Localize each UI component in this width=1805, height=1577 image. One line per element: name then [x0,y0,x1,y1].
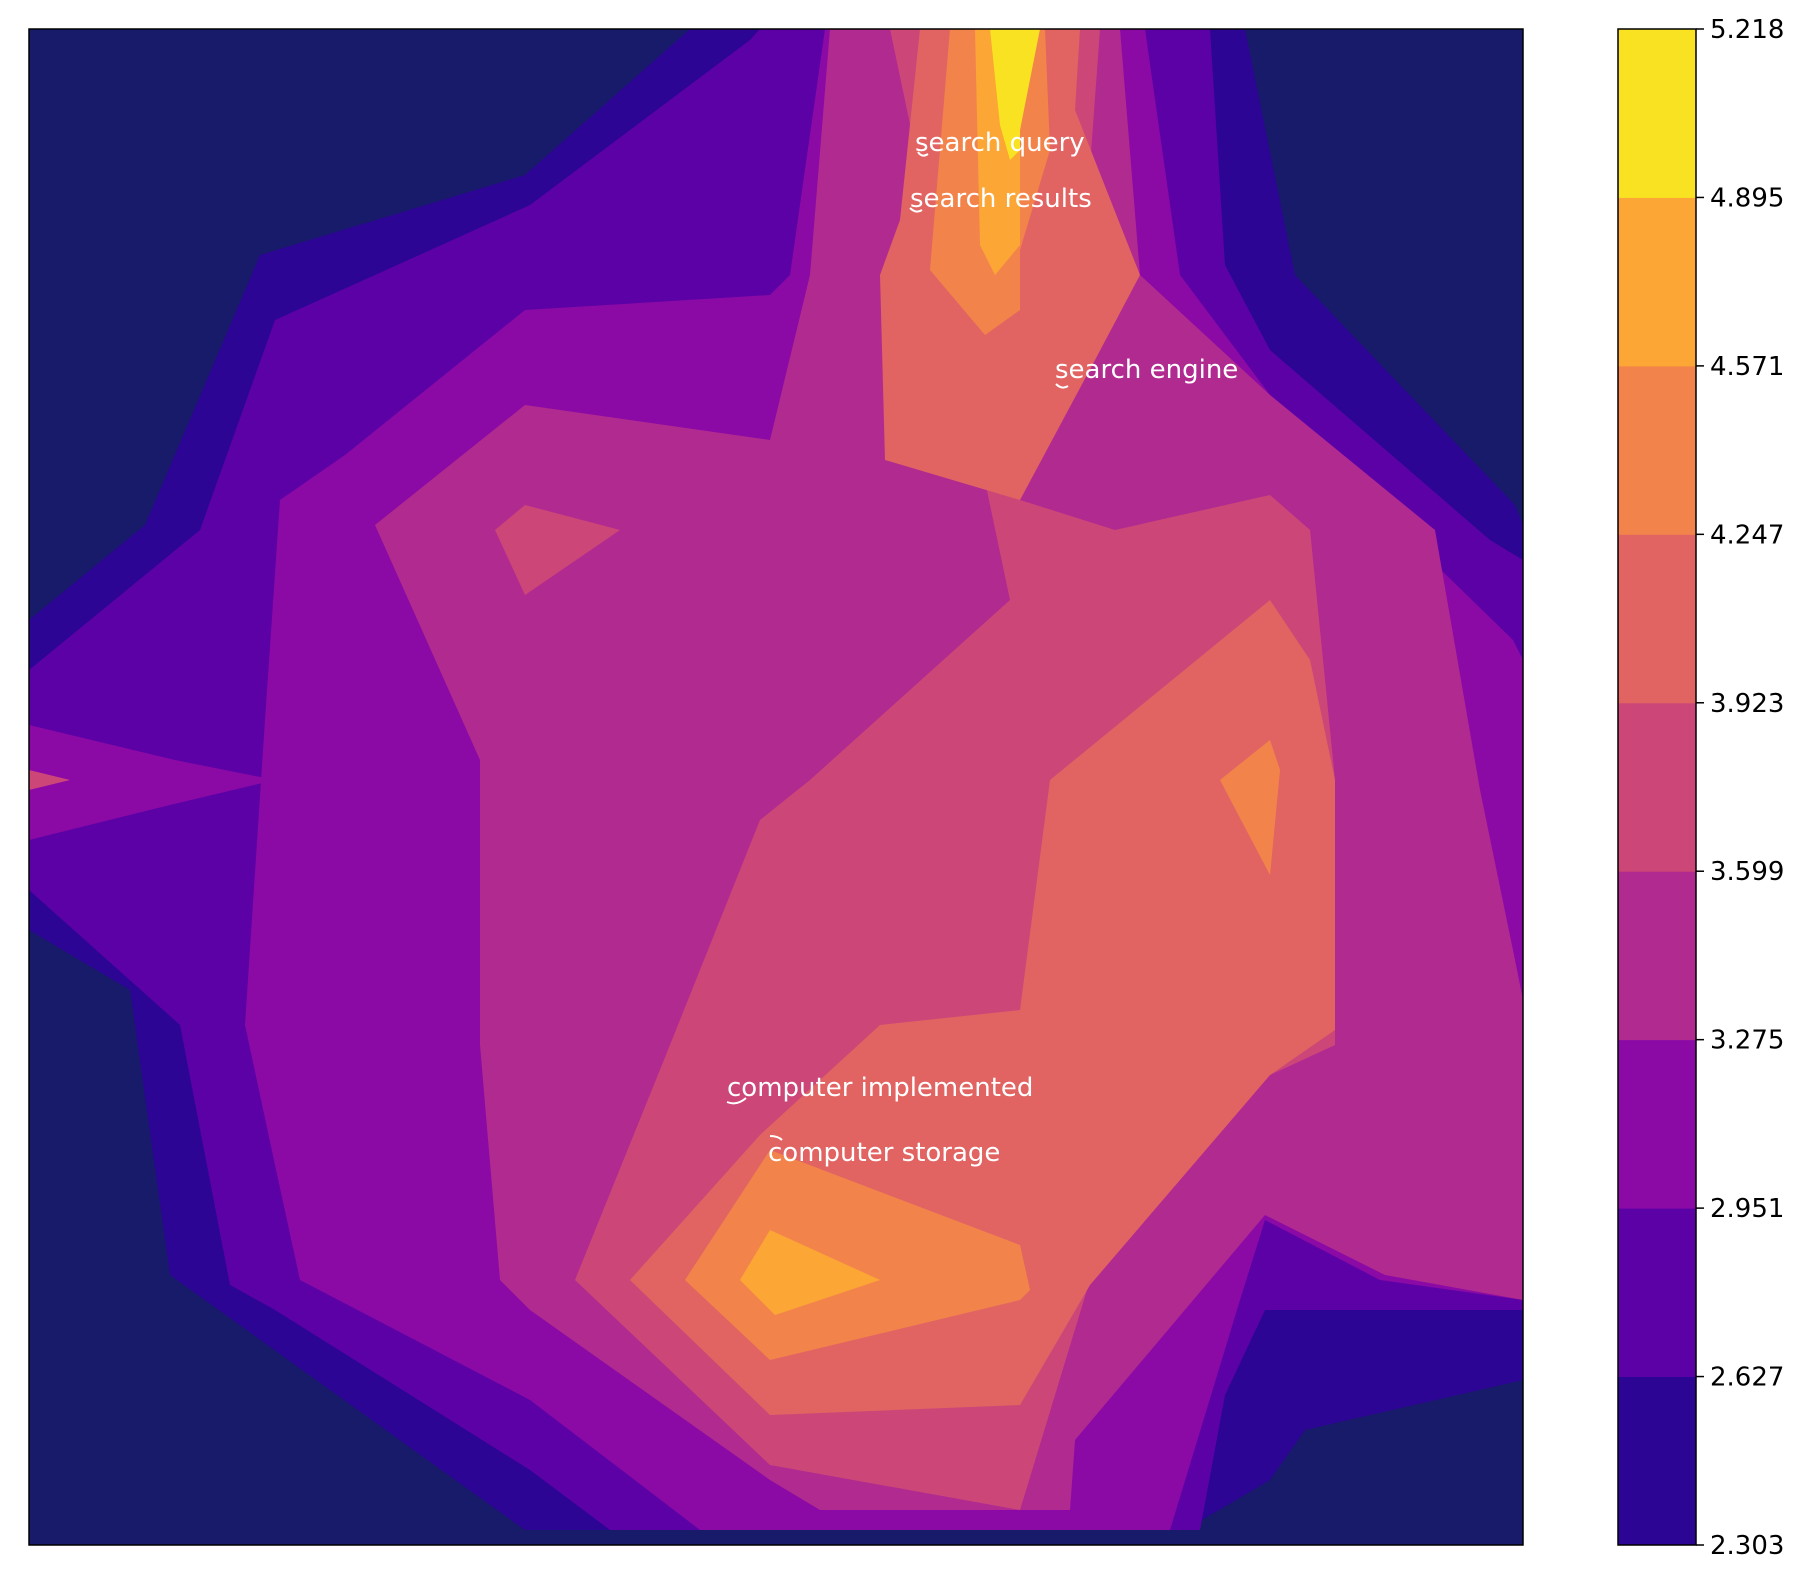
annotation-search-results: search results [910,184,1092,214]
plot-frame [28,28,1524,1546]
colorbar-swatch-8 [1618,29,1696,198]
contour-band-3b [29,725,275,840]
contour-band-7c [1220,740,1280,875]
annotation-marker-search-engine [1055,383,1069,389]
colorbar-tick-label-3: 3.275 [1710,1026,1784,1056]
colorbar-tick-label-1: 2.627 [1710,1363,1784,1393]
annotation-search-engine: search engine [1055,355,1238,385]
annotation-marker-search-results [909,207,923,213]
colorbar-tick-label-6: 4.247 [1710,520,1784,550]
plot-area [29,29,1523,1545]
annotation-marker-computer-storage [769,1135,783,1141]
annotation-search-query: search query [915,128,1085,158]
colorbar-frame [1617,28,1697,1546]
colorbar-swatch-7 [1618,197,1696,367]
colorbar-swatch-3 [1618,871,1696,1041]
annotation-computer-storage: computer storage [768,1138,1000,1168]
colorbar-swatch-5 [1618,534,1696,704]
colorbar-tick-label-5: 3.923 [1710,689,1784,719]
colorbar-swatch-6 [1618,365,1696,535]
colorbar: 2.303 2.627 2.951 3.275 3.599 3.923 4.247 4.571… [1617,15,1784,1561]
colorbar-tick-label-4: 3.599 [1710,857,1784,887]
colorbar-tick-label-0: 2.303 [1710,1531,1784,1561]
colorbar-swatch-2 [1618,1039,1696,1209]
colorbar-swatch-4 [1618,702,1696,872]
annotation-computer-implemented: computer implemented [727,1073,1033,1103]
colorbar-tick-label-2: 2.951 [1710,1194,1784,1224]
annotation-marker-computer-implemented [726,1097,747,1105]
colorbar-swatch-1 [1618,1208,1696,1378]
colorbar-tick-label-8: 4.895 [1710,183,1784,213]
contour-band-9 [990,29,1040,160]
contour-band-4c [29,770,70,790]
colorbar-tick-label-9: 5.218 [1710,15,1784,45]
colorbar-swatch-0 [1618,1376,1696,1546]
contour-band-8b [740,1230,880,1315]
annotations: search query search results search engin… [726,128,1238,1168]
contour-band-4b [495,505,620,595]
colorbar-tick-label-7: 4.571 [1710,352,1784,382]
annotation-marker-search-query [917,151,929,157]
